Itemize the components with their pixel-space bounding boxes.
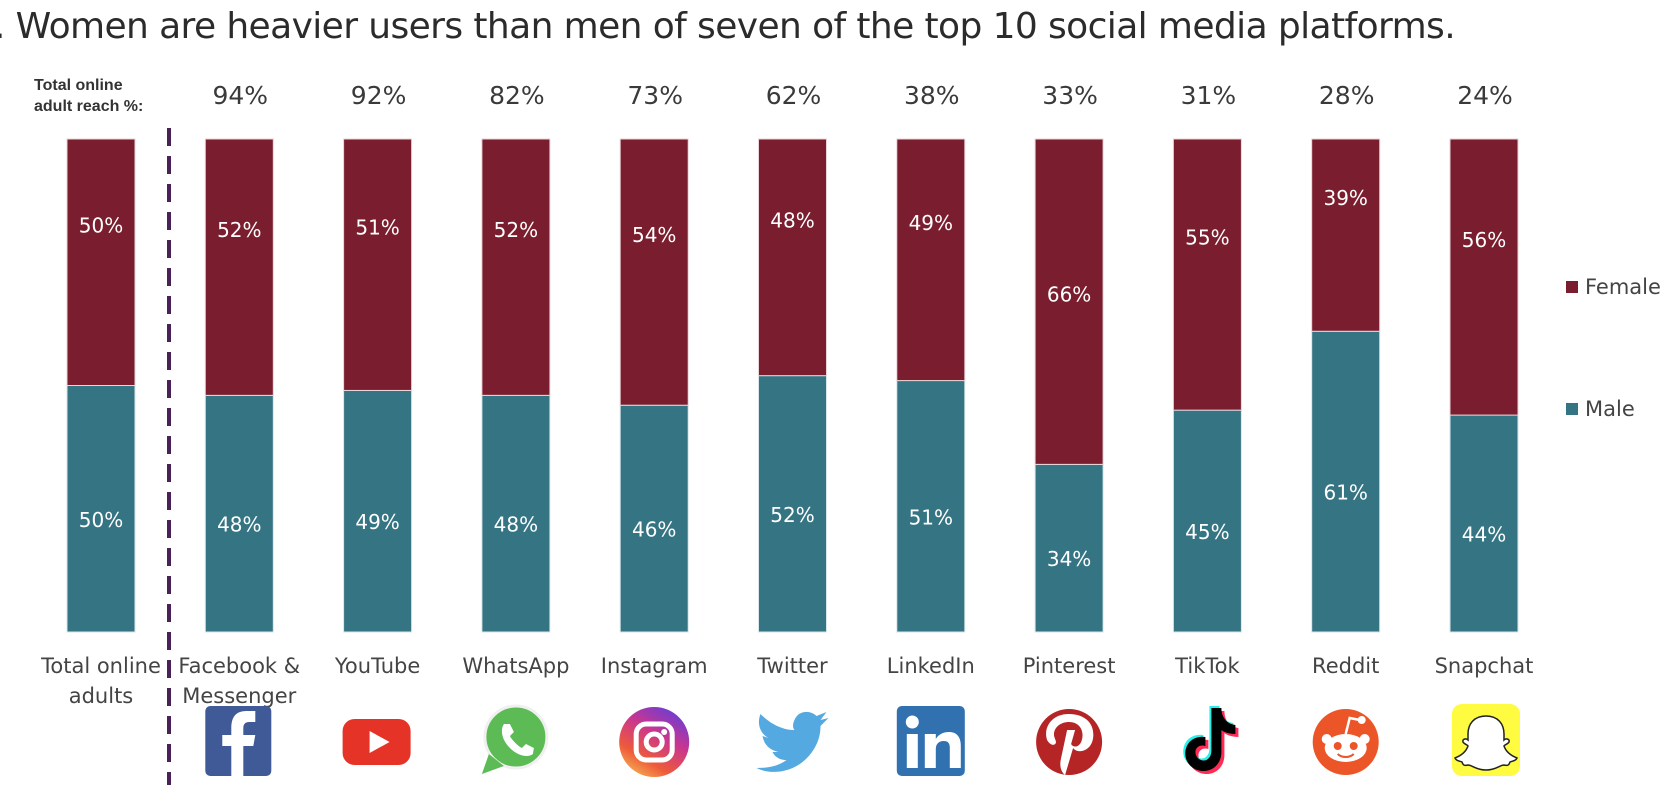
- linkedin-icon: [896, 706, 965, 776]
- bar-male-snapchat: [1449, 414, 1519, 633]
- label-female-linkedin: 49%: [909, 211, 953, 235]
- category-label-youtube: YouTube: [334, 654, 420, 678]
- label-female-tiktok: 55%: [1185, 226, 1229, 250]
- category-labels: Total online adults Facebook & Messenger You…: [40, 654, 1533, 708]
- bars: [66, 138, 1519, 633]
- category-label-snapchat: Snapchat: [1435, 654, 1534, 678]
- instagram-icon: [619, 707, 690, 777]
- bar-male-pinterest: [1034, 463, 1104, 633]
- pinterest-icon: [1036, 709, 1103, 775]
- reach-caption: Total online adult reach %:: [34, 75, 143, 117]
- reach-value-instagram: 73%: [627, 81, 683, 110]
- legend-label-male: Male: [1585, 397, 1635, 421]
- label-male-youtube: 49%: [355, 510, 399, 534]
- category-label-instagram: Instagram: [601, 654, 708, 678]
- bar-female-snapchat: [1449, 138, 1519, 416]
- label-male-reddit: 61%: [1323, 481, 1367, 505]
- label-female-total-online-adults: 50%: [79, 213, 123, 237]
- label-male-snapchat: 44%: [1462, 523, 1506, 547]
- category-label-tiktok: TikTok: [1174, 654, 1240, 678]
- bar-male-linkedin: [896, 380, 966, 633]
- reach-values: 94% 92% 82% 73% 62% 38% 33% 31% 28% 24%: [213, 81, 1513, 110]
- category-label-total-online-adults: Total online: [40, 654, 161, 678]
- bar-female-whatsapp: [481, 138, 551, 396]
- reddit-icon: [1312, 709, 1379, 775]
- reach-value-tiktok: 31%: [1181, 81, 1237, 110]
- reach-value-reddit: 28%: [1319, 81, 1375, 110]
- label-female-snapchat: 56%: [1462, 228, 1506, 252]
- label-male-linkedin: 51%: [909, 505, 953, 529]
- legend: Female Male: [1566, 275, 1661, 421]
- reach-value-whatsapp: 82%: [489, 81, 545, 110]
- twitter-icon: [756, 711, 829, 772]
- bar-female-youtube: [343, 138, 413, 391]
- legend-label-female: Female: [1585, 275, 1661, 299]
- bar-female-total-online-adults: [66, 138, 136, 386]
- bar-male-youtube: [343, 389, 413, 633]
- youtube-icon: [342, 719, 411, 765]
- whatsapp-icon: [481, 704, 549, 774]
- bar-male-reddit: [1311, 330, 1381, 633]
- segment-labels: 50% 50% 52% 48% 51% 49% 52% 48% 54% 46% 48% 52% 49% 5…: [79, 186, 1506, 571]
- category-label-facebook-and-messenger: Messenger: [182, 684, 296, 708]
- label-male-total-online-adults: 50%: [79, 508, 123, 532]
- label-female-pinterest: 66%: [1047, 283, 1091, 307]
- chart-title: . Women are heavier users than men of se…: [0, 6, 1456, 47]
- category-label-linkedin: LinkedIn: [887, 654, 975, 678]
- label-male-tiktok: 45%: [1185, 520, 1229, 544]
- tiktok-icon: [1183, 706, 1239, 775]
- category-label-facebook-and-messenger: Facebook &: [178, 654, 300, 678]
- reach-value-snapchat: 24%: [1457, 81, 1513, 110]
- bar-female-facebook-and-messenger: [204, 138, 274, 396]
- reach-caption-line2: adult reach %:: [34, 98, 144, 115]
- category-label-pinterest: Pinterest: [1023, 654, 1116, 678]
- platform-icons: [205, 704, 1520, 777]
- bar-female-twitter: [758, 138, 827, 377]
- category-label-reddit: Reddit: [1312, 654, 1379, 678]
- category-label-whatsapp: WhatsApp: [462, 654, 569, 678]
- bar-female-instagram: [619, 138, 689, 406]
- reach-value-youtube: 92%: [351, 81, 407, 110]
- reach-value-twitter: 62%: [766, 81, 822, 110]
- reach-value-pinterest: 33%: [1042, 81, 1098, 110]
- label-male-twitter: 52%: [770, 503, 814, 527]
- category-label-total-online-adults: adults: [69, 684, 134, 708]
- label-female-youtube: 51%: [355, 216, 399, 240]
- facebook-icon: [205, 706, 272, 776]
- bar-female-linkedin: [896, 138, 966, 382]
- bar-male-tiktok: [1172, 409, 1242, 633]
- category-label-twitter: Twitter: [756, 654, 828, 678]
- label-female-whatsapp: 52%: [494, 218, 538, 242]
- label-male-whatsapp: 48%: [494, 513, 538, 537]
- bar-female-reddit: [1311, 138, 1381, 332]
- bar-female-pinterest: [1034, 138, 1104, 465]
- reach-value-facebook-and-messenger: 94%: [213, 81, 269, 110]
- reach-caption-line1: Total online: [34, 77, 123, 94]
- snapchat-icon: [1452, 704, 1520, 776]
- legend-swatch-female: [1566, 281, 1578, 293]
- label-male-pinterest: 34%: [1047, 547, 1091, 571]
- label-male-facebook-and-messenger: 48%: [217, 513, 261, 537]
- label-female-instagram: 54%: [632, 223, 676, 247]
- label-female-twitter: 48%: [770, 208, 814, 232]
- bar-male-whatsapp: [481, 394, 551, 633]
- label-female-facebook-and-messenger: 52%: [217, 218, 261, 242]
- legend-swatch-male: [1566, 403, 1578, 415]
- label-male-instagram: 46%: [632, 518, 676, 542]
- label-female-reddit: 39%: [1323, 186, 1367, 210]
- bar-female-tiktok: [1172, 138, 1242, 411]
- bar-male-facebook-and-messenger: [204, 394, 274, 633]
- bar-male-twitter: [758, 375, 827, 633]
- reach-value-linkedin: 38%: [904, 81, 960, 110]
